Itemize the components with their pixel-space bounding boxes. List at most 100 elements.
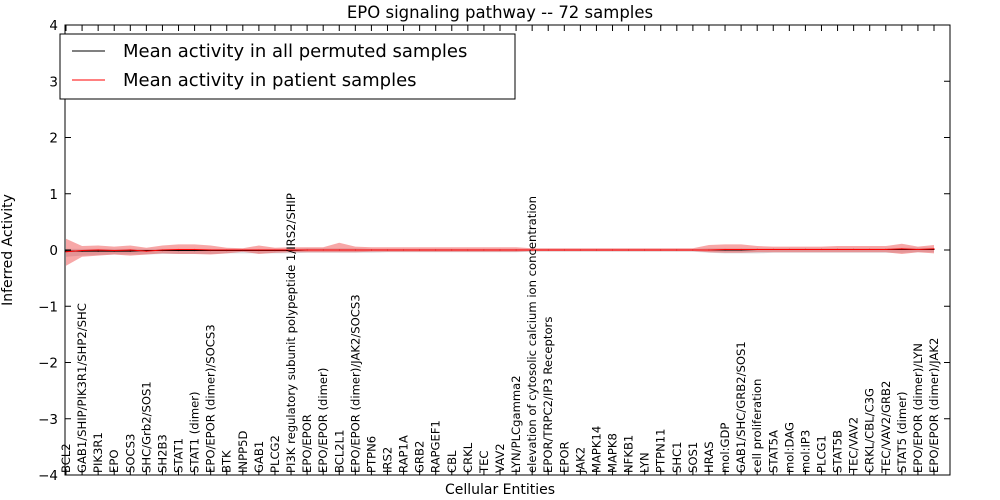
series-2-point bbox=[772, 248, 774, 251]
series-2-point bbox=[836, 248, 839, 251]
x-category-label: PLCG2 bbox=[268, 435, 282, 473]
series-2-point bbox=[354, 249, 356, 251]
series-2-point bbox=[451, 249, 453, 251]
series-1-point bbox=[129, 250, 131, 252]
series-2-point bbox=[853, 248, 855, 251]
y-tick-label: 2 bbox=[49, 131, 58, 147]
x-category-label: TEC/VAV2/GRB2 bbox=[879, 381, 893, 474]
x-category-label: PLCG1 bbox=[814, 435, 828, 473]
x-axis-label: Cellular Entities bbox=[445, 482, 555, 498]
y-tick-label: 4 bbox=[49, 18, 58, 34]
legend-entry-label: Mean activity in all permuted samples bbox=[123, 41, 467, 62]
series-2-point bbox=[692, 249, 694, 251]
x-category-label: EPO bbox=[107, 450, 121, 473]
x-category-label: TEC/VAV2 bbox=[847, 417, 861, 474]
series-2-point bbox=[804, 248, 807, 251]
x-category-label: STAT5B bbox=[831, 430, 845, 473]
x-category-label: SOS1 bbox=[686, 442, 700, 473]
series-2-point bbox=[595, 249, 598, 251]
x-category-label: IRS2 bbox=[380, 447, 394, 473]
x-category-label: PTPN6 bbox=[364, 436, 378, 473]
series-2-point bbox=[676, 249, 678, 251]
series-2-point bbox=[177, 248, 180, 251]
y-tick-label: −2 bbox=[38, 356, 58, 372]
y-tick-label: −4 bbox=[38, 468, 58, 484]
series-2-point bbox=[226, 249, 228, 251]
x-category-label: HRAS bbox=[702, 441, 716, 473]
series-2-point bbox=[563, 249, 565, 251]
series-2-point bbox=[531, 249, 533, 251]
x-category-label: INPP5D bbox=[236, 431, 250, 473]
series-2-point bbox=[724, 248, 726, 251]
series-2-point bbox=[547, 249, 549, 251]
series-2-point bbox=[435, 249, 437, 251]
series-band-2 bbox=[66, 238, 934, 266]
series-1-point bbox=[97, 250, 99, 252]
series-2-point bbox=[322, 249, 324, 251]
x-category-label: GRB2 bbox=[413, 441, 427, 473]
x-category-label: RAPGEF1 bbox=[429, 420, 443, 473]
x-category-label: PIK3R1 bbox=[91, 432, 105, 473]
series-1-point bbox=[177, 249, 180, 252]
x-category-label: EPO/EPOR (dimer)/JAK2 bbox=[927, 338, 941, 473]
x-category-label: MAPK14 bbox=[589, 426, 603, 473]
x-category-label: NFKB1 bbox=[622, 435, 636, 473]
series-2-point bbox=[644, 249, 646, 251]
series-2-point bbox=[65, 251, 67, 253]
series-2-point bbox=[81, 249, 83, 252]
x-category-label: SHC1 bbox=[670, 441, 684, 473]
x-category-label: CRKL bbox=[461, 442, 475, 473]
series-2-point bbox=[386, 249, 389, 251]
x-category-label: STAT1 (dimer) bbox=[188, 391, 202, 473]
series-2-point bbox=[708, 249, 710, 251]
x-category-label: SH2B3 bbox=[155, 434, 169, 473]
x-category-label: GAB1/SHC/GRB2/SOS1 bbox=[734, 341, 748, 473]
x-category-label: RAP1A bbox=[397, 435, 411, 473]
x-category-label: BCL2 bbox=[59, 443, 73, 473]
series-2-point bbox=[820, 248, 823, 251]
series-2-point bbox=[161, 249, 164, 251]
series-2-point bbox=[274, 249, 276, 251]
series-2-point bbox=[933, 248, 935, 250]
series-2-point bbox=[467, 249, 469, 251]
y-tick-label: −3 bbox=[38, 412, 58, 428]
series-2-point bbox=[402, 249, 405, 251]
x-axis bbox=[65, 25, 935, 475]
y-axis: 4 3 2 1 0 −1 −2 −3 −4 bbox=[38, 18, 950, 484]
series-2-point bbox=[210, 249, 212, 251]
series-2-point bbox=[370, 249, 373, 251]
series-2-point bbox=[917, 248, 919, 251]
series-2-point bbox=[97, 249, 99, 251]
series-2-point bbox=[740, 248, 742, 251]
x-category-label: mol:IP3 bbox=[798, 430, 812, 473]
x-axis-category-labels: BCL2 GAB1/SHIP/PIK3R1/SHP2/SHC PIK3R1 EPO SO… bbox=[59, 193, 941, 474]
series-2-point bbox=[885, 248, 887, 251]
series-2-point bbox=[145, 250, 147, 252]
x-category-label: SOCS3 bbox=[123, 434, 137, 473]
series-2-point bbox=[483, 249, 485, 251]
series-2-point bbox=[419, 249, 421, 251]
chart-title: EPO signaling pathway -- 72 samples bbox=[347, 3, 653, 22]
series-2-point bbox=[193, 248, 196, 251]
series-2-point bbox=[258, 249, 260, 251]
series-2-point bbox=[515, 249, 517, 251]
legend: Mean activity in all permuted samples Mea… bbox=[59, 33, 516, 100]
x-category-label: EPO/EPOR (dimer)/SOCS3 bbox=[204, 324, 218, 473]
y-tick-label: 1 bbox=[49, 187, 58, 203]
x-category-label: EPOR bbox=[557, 442, 571, 474]
series-2-point bbox=[901, 248, 903, 250]
x-category-label: SHC/Grb2/SOS1 bbox=[139, 381, 153, 473]
series-2-point bbox=[306, 249, 308, 251]
series-2-point bbox=[499, 249, 501, 251]
series-2-point bbox=[113, 249, 115, 252]
x-category-label: mol:GDP bbox=[718, 423, 732, 473]
x-category-label: JAK2 bbox=[573, 447, 587, 474]
legend-entry-label: Mean activity in patient samples bbox=[123, 70, 417, 91]
x-category-label: GAB1/SHIP/PIK3R1/SHP2/SHC bbox=[75, 303, 89, 473]
series-2-point bbox=[788, 248, 790, 251]
series-2-point bbox=[242, 249, 244, 251]
series-2-point bbox=[627, 249, 630, 251]
x-category-label: elevation of cytosolic calcium ion conce… bbox=[525, 196, 539, 473]
x-category-label: EPO/EPOR bbox=[300, 414, 314, 473]
